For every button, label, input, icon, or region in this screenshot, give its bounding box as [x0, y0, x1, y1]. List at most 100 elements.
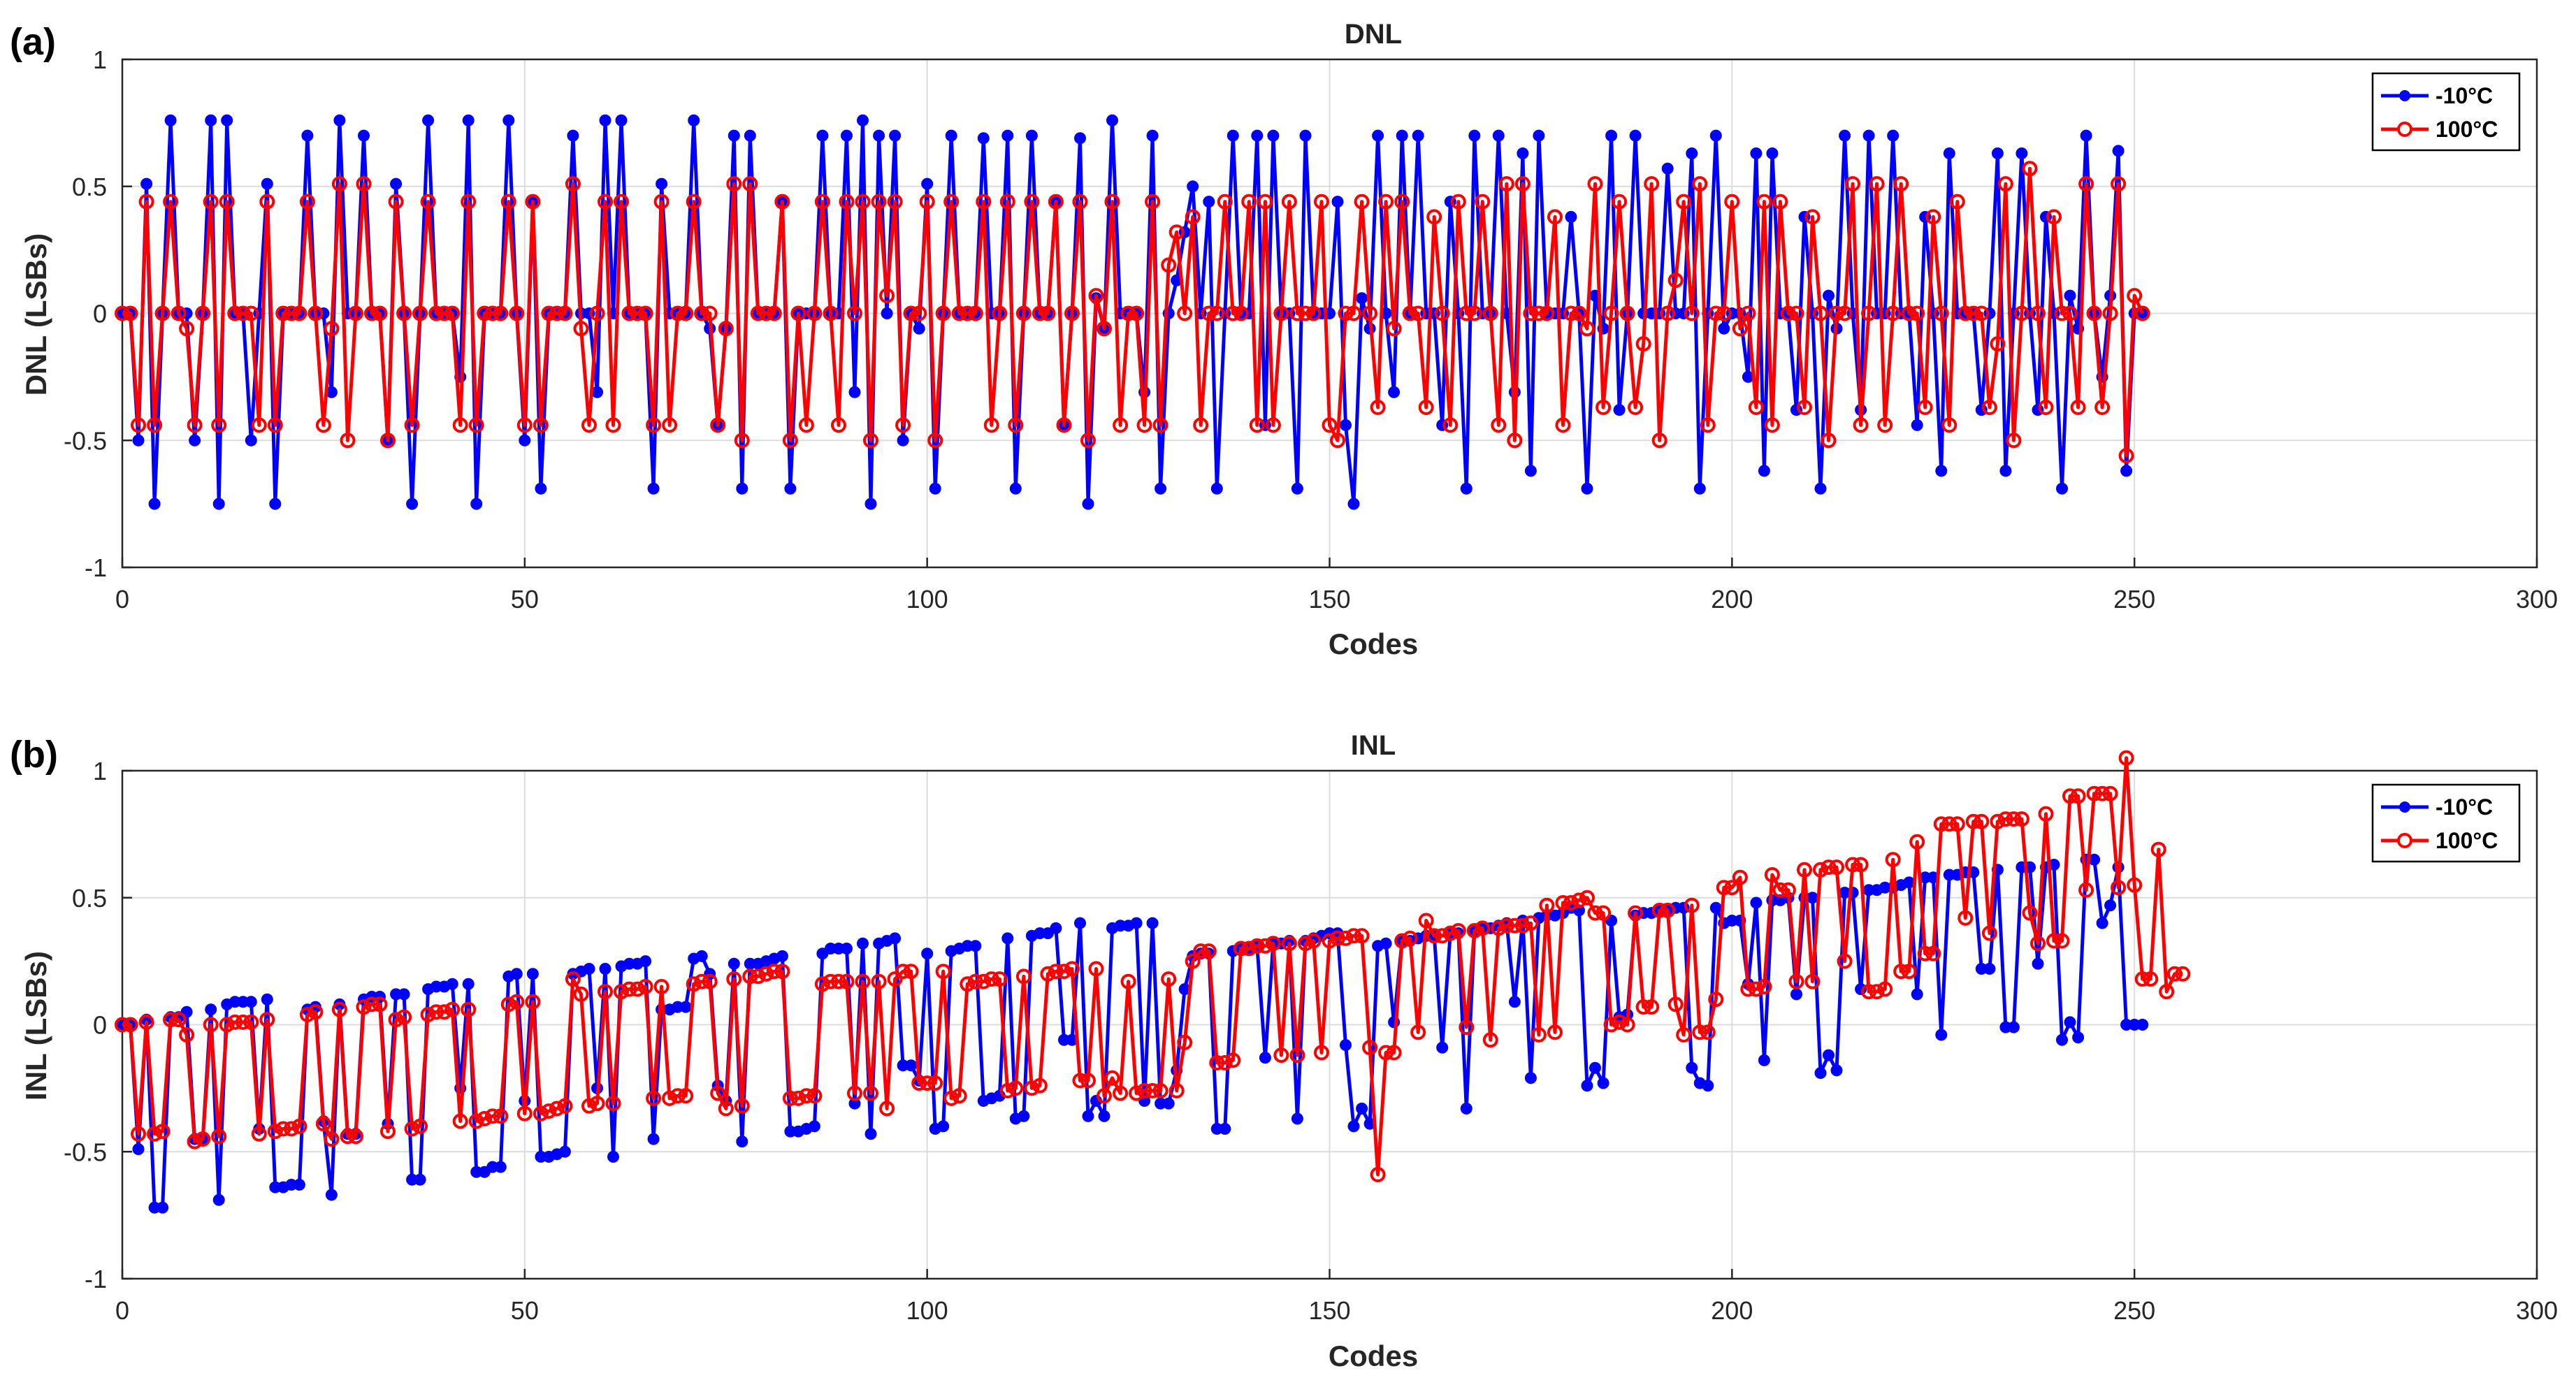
inl-series-1-point-76 [726, 971, 742, 987]
dnl-series-1-point-227 [1941, 417, 1958, 433]
inl-series-1-point-37 [412, 1118, 428, 1134]
inl-series-0-point-77 [736, 1135, 748, 1148]
inl-series-1-point-4 [147, 1126, 163, 1142]
inl-series-1-point-98 [903, 964, 919, 980]
dnl-series-0-point-3 [140, 177, 153, 190]
inl-series-1-point-237 [2022, 905, 2038, 921]
inl-series-0-point-243 [2072, 1031, 2085, 1044]
inl-series-0-point-90 [841, 943, 853, 954]
dnl-series-1-point-127 [1136, 417, 1152, 433]
dnl-series-1-point-179 [1555, 417, 1571, 433]
inl-series-1-point-142 [1257, 938, 1273, 954]
inl-series-1-point-36 [404, 1121, 420, 1137]
inl-series-0-point-91 [848, 1097, 861, 1110]
dnl-series-0-point-199 [1718, 322, 1730, 335]
inl-series-0-point-5 [157, 1201, 169, 1214]
panel-label-a: (a) [10, 21, 56, 63]
dnl-series-1-point-21 [283, 305, 299, 321]
dnl-series-0-point-242 [2064, 289, 2076, 302]
dnl-series-1-point-246 [2094, 400, 2111, 415]
dnl-series-1-point-117 [1056, 417, 1072, 433]
dnl-series-1-point-223 [1909, 305, 1925, 321]
dnl-series-0-point-248 [2112, 145, 2125, 157]
inl-series-0-point-60 [599, 963, 612, 975]
inl-series-0-point-18 [261, 993, 273, 1005]
dnl-series-1-point-49 [509, 305, 525, 321]
dnl-series-1-point-134 [1193, 417, 1209, 433]
inl-series-0-point-152 [1340, 1039, 1352, 1052]
inl-series-1-point-161 [1410, 1024, 1426, 1040]
dnl-series-1-point-193 [1667, 273, 1684, 289]
inl-series-0-point-43 [462, 978, 475, 990]
dnl-series-0-point-156 [1372, 129, 1384, 142]
inl-series-1-point-95 [879, 1101, 895, 1117]
dnl-series-0-point-152 [1340, 419, 1352, 431]
dnl-series-1-point-236 [2013, 305, 2029, 321]
inl-series-1-point-34 [388, 1012, 404, 1028]
inl-series-1-point-23 [299, 1007, 315, 1022]
dnl-series-1-point-222 [1901, 305, 1917, 321]
dnl-series-1-point-92 [855, 194, 871, 210]
inl-series-1-point-0 [115, 1017, 130, 1033]
inl-series-1-point-222 [1901, 964, 1917, 980]
dnl-series-0-point-16 [245, 434, 257, 446]
dnl-x-tick-label-0: 0 [115, 585, 129, 613]
dnl-series-1-point-73 [702, 305, 718, 321]
inl-series-0-point-70 [679, 1001, 692, 1013]
inl-series-1-point-48 [500, 996, 516, 1012]
inl-series-1-point-166 [1450, 923, 1466, 938]
dnl-series-1-point-22 [291, 305, 307, 321]
dnl-series-1-point-3 [138, 194, 154, 210]
inl-series-1-point-78 [742, 968, 758, 985]
dnl-legend-marker-1 [2397, 122, 2412, 137]
dnl-series-0-point-113 [1025, 129, 1038, 142]
inl-series-1-point-207 [1780, 882, 1796, 898]
inl-series-1-point-63 [621, 981, 637, 997]
inl-series-1-point-100 [919, 1075, 935, 1091]
inl-series-0-point-251 [2136, 1019, 2149, 1031]
dnl-series-1-point-41 [444, 305, 461, 321]
dnl-series-1-point-59 [589, 305, 605, 321]
inl-series-0-point-184 [1597, 1077, 1609, 1089]
inl-series-0-point-246 [2096, 917, 2108, 929]
dnl-series-1-point-190 [1644, 176, 1660, 192]
inl-series-1-point-12 [211, 1128, 227, 1145]
inl-series-1-point-89 [831, 973, 846, 989]
inl-series-0-point-65 [639, 955, 652, 968]
inl-series-1-point-221 [1893, 964, 1909, 980]
inl-series-1-point-59 [589, 1096, 605, 1112]
dnl-series-1-point-43 [461, 194, 477, 210]
inl-series-0-point-213 [1830, 1064, 1843, 1077]
dnl-series-0-point-83 [784, 482, 797, 495]
dnl-series-1-point-118 [1064, 305, 1080, 321]
dnl-series-1-point-162 [1418, 400, 1434, 415]
inl-series-0-point-195 [1686, 1061, 1698, 1074]
inl-y-tick-label-2: 0 [93, 1011, 107, 1040]
inl-series-1-point-96 [887, 971, 903, 987]
dnl-series-0-point-99 [913, 322, 925, 335]
inl-series-1-point-44 [468, 1113, 484, 1129]
inl-series-1-point-57 [573, 986, 589, 1002]
inl-series-1-point-13 [219, 1017, 235, 1033]
inl-series-1-point-170 [1482, 1032, 1498, 1048]
dnl-series-0-point-244 [2080, 129, 2092, 142]
dnl-series-1-point-33 [380, 433, 396, 449]
inl-x-tick-label-1: 50 [511, 1296, 539, 1325]
dnl-series-1-point-174 [1514, 176, 1531, 192]
inl-series-0-point-106 [969, 940, 982, 952]
dnl-series-1-point-44 [468, 417, 484, 433]
inl-series-1-point-14 [227, 1014, 243, 1030]
inl-series-1-point-186 [1612, 1014, 1628, 1030]
inl-y-tick-label-4: 1 [93, 757, 107, 785]
dnl-series-1-point-123 [1104, 194, 1120, 210]
dnl-series-0-point-236 [2016, 147, 2028, 159]
inl-series-1-point-145 [1281, 936, 1297, 952]
inl-series-1-point-127 [1136, 1083, 1152, 1098]
inl-series-1-point-202 [1740, 981, 1756, 997]
dnl-series-0-point-196 [1693, 482, 1706, 495]
inl-series-1-point-43 [461, 1001, 477, 1017]
inl-series-1-point-192 [1660, 902, 1676, 918]
inl-series-1-point-42 [452, 1113, 468, 1129]
inl-series-1-point-154 [1354, 928, 1370, 944]
dnl-series-1-point-159 [1394, 194, 1410, 210]
